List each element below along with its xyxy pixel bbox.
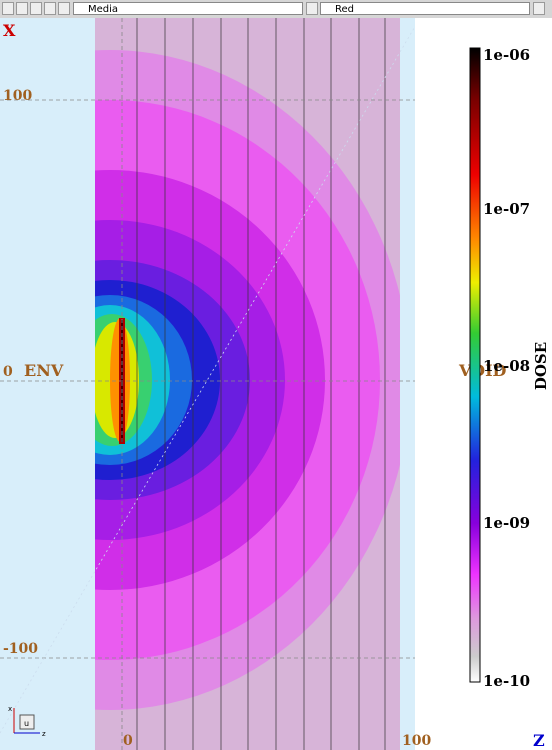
- colorbar-label: 1e-08: [483, 357, 530, 375]
- grid-lines: [0, 18, 552, 750]
- button[interactable]: [30, 2, 42, 15]
- vertical-tick-label: 100: [3, 88, 32, 104]
- button[interactable]: [16, 2, 28, 15]
- widget-label: z: [42, 730, 46, 738]
- layer-select[interactable]: Media: [73, 2, 303, 15]
- orientation-widget: u x z: [8, 705, 46, 738]
- colorbar-label: 1e-09: [483, 514, 530, 532]
- vertical-axis-label: X: [3, 21, 16, 40]
- horizontal-tick-label: 0: [123, 733, 133, 749]
- button[interactable]: [58, 2, 70, 15]
- region-borders: [136, 18, 386, 750]
- vertical-tick-label: 0: [3, 364, 13, 380]
- button[interactable]: [2, 2, 14, 15]
- colorbar-title: DOSE: [532, 342, 550, 390]
- horizontal-tick-label: 100: [402, 733, 431, 749]
- button[interactable]: [44, 2, 56, 15]
- widget-label: u: [24, 719, 29, 728]
- horizontal-axis-label: Z: [533, 731, 545, 750]
- button[interactable]: [533, 2, 545, 15]
- region-label: ENV: [24, 361, 64, 380]
- palette-select[interactable]: Red: [320, 2, 530, 15]
- colorbar: [469, 47, 481, 683]
- vertical-tick-label: -100: [3, 641, 38, 657]
- widget-label: x: [8, 705, 12, 713]
- toolbar: Media Red: [0, 0, 552, 19]
- dose-map: [95, 18, 400, 750]
- plot: X Z 100 0 -100 0 100 ENV VOID u x z 1e-0…: [0, 18, 552, 750]
- colorbar-label: 1e-07: [483, 200, 530, 218]
- colorbar-label: 1e-10: [483, 672, 530, 690]
- star-button[interactable]: [306, 2, 318, 15]
- void-region: [415, 18, 552, 750]
- colorbar-label: 1e-06: [483, 46, 530, 64]
